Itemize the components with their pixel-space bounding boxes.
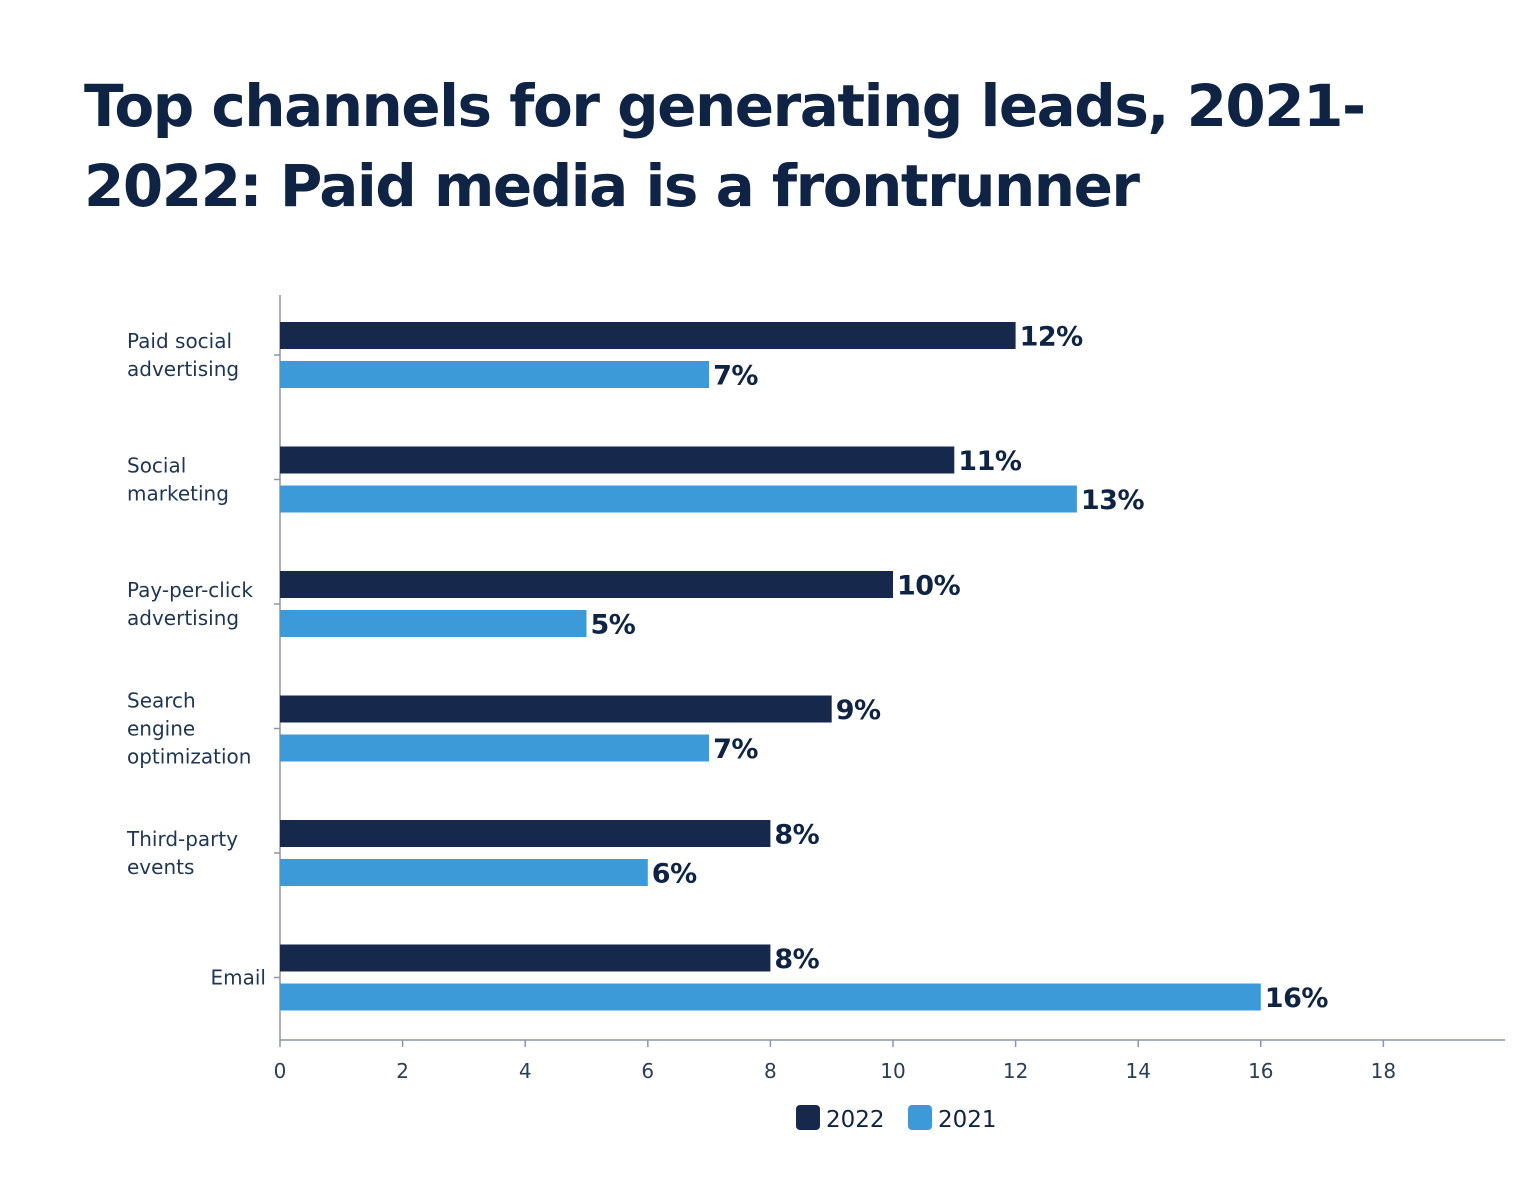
legend-label: 2022 xyxy=(826,1107,885,1133)
x-tick-label: 16 xyxy=(1248,1059,1273,1083)
data-label: 8% xyxy=(774,820,819,851)
data-label: 13% xyxy=(1081,485,1145,516)
category-label: Paid social advertising xyxy=(127,329,239,381)
bar-2021 xyxy=(280,485,1077,513)
category-label: Pay-per-click advertising xyxy=(127,578,253,630)
bar-2022 xyxy=(280,695,832,723)
category-label-line: events xyxy=(127,855,194,879)
data-label: 9% xyxy=(836,695,881,726)
data-label: 5% xyxy=(591,610,636,641)
x-tick-label: 2 xyxy=(396,1059,409,1083)
category-label-line: marketing xyxy=(127,482,229,506)
data-label: 11% xyxy=(958,446,1022,477)
bar-2022 xyxy=(280,944,771,972)
x-tick-label: 6 xyxy=(641,1059,654,1083)
data-label: 6% xyxy=(652,859,697,890)
x-tick-label: 12 xyxy=(1003,1059,1028,1083)
category-label-line: Email xyxy=(211,966,267,990)
data-label: 8% xyxy=(774,944,819,975)
category-label-line: Social xyxy=(127,454,186,478)
legend-swatch-2021 xyxy=(908,1105,932,1130)
legend-label: 2021 xyxy=(938,1107,997,1133)
category-label-line: Third-party xyxy=(126,827,238,851)
category-label-line: Paid social xyxy=(127,329,232,353)
x-tick-label: 8 xyxy=(764,1059,777,1083)
bar-2022 xyxy=(280,820,771,847)
bar-2022 xyxy=(280,571,893,598)
bar-2022 xyxy=(280,446,955,474)
bar-2021 xyxy=(280,734,710,762)
category-label-line: engine xyxy=(127,717,195,741)
bar-2021 xyxy=(280,983,1261,1011)
chart-title: Top channels for generating leads, 2021-… xyxy=(84,72,1366,220)
category-label-line: advertising xyxy=(127,357,239,381)
x-tick-label: 10 xyxy=(880,1059,905,1083)
category-label-line: advertising xyxy=(127,606,239,630)
category-label: Third-party events xyxy=(126,827,238,879)
data-label: 16% xyxy=(1265,983,1329,1014)
data-label: 7% xyxy=(713,734,758,765)
x-tick-label: 4 xyxy=(519,1059,532,1083)
category-label: Email xyxy=(211,966,267,990)
x-tick-label: 14 xyxy=(1125,1059,1150,1083)
bar-2021 xyxy=(280,610,587,637)
category-label-line: Pay-per-click xyxy=(127,578,253,602)
category-label: Search engine optimization xyxy=(127,689,251,769)
bar-2022 xyxy=(280,322,1016,349)
x-tick-label: 0 xyxy=(274,1059,287,1083)
data-label: 10% xyxy=(897,571,961,602)
category-label: Social marketing xyxy=(127,454,229,506)
bar-2021 xyxy=(280,859,648,886)
legend-swatch-2022 xyxy=(796,1105,820,1130)
category-label-line: optimization xyxy=(127,745,251,769)
x-tick-label: 18 xyxy=(1371,1059,1396,1083)
bar-2021 xyxy=(280,361,710,388)
data-label: 7% xyxy=(713,361,758,392)
category-label-line: Search xyxy=(127,689,196,713)
data-label: 12% xyxy=(1020,322,1084,353)
